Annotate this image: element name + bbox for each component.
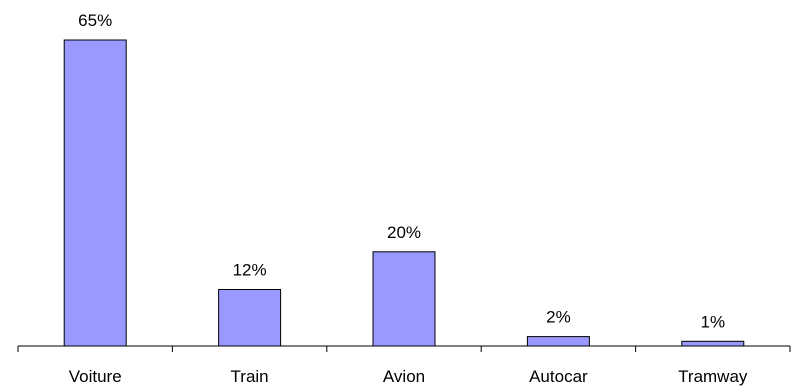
data-label-avion: 20% (387, 223, 421, 242)
data-labels-layer: 65% 12% 20% 2% 1% (78, 11, 725, 331)
data-label-voiture: 65% (78, 11, 112, 30)
category-label-train: Train (231, 367, 269, 386)
category-labels-layer: Voiture Train Avion Autocar Tramway (69, 367, 748, 386)
bar-train (218, 289, 282, 347)
bar-avion (372, 251, 436, 347)
data-label-tramway: 1% (701, 312, 726, 331)
data-label-autocar: 2% (546, 308, 571, 327)
bars-layer (63, 39, 745, 347)
category-label-tramway: Tramway (678, 367, 748, 386)
bar-voiture (63, 39, 127, 347)
data-label-train: 12% (233, 261, 267, 280)
bar-autocar (526, 336, 590, 347)
category-label-avion: Avion (383, 367, 425, 386)
category-label-voiture: Voiture (69, 367, 122, 386)
category-label-autocar: Autocar (529, 367, 588, 386)
x-axis-ticks (17, 346, 791, 352)
bar-tramway (681, 340, 745, 347)
